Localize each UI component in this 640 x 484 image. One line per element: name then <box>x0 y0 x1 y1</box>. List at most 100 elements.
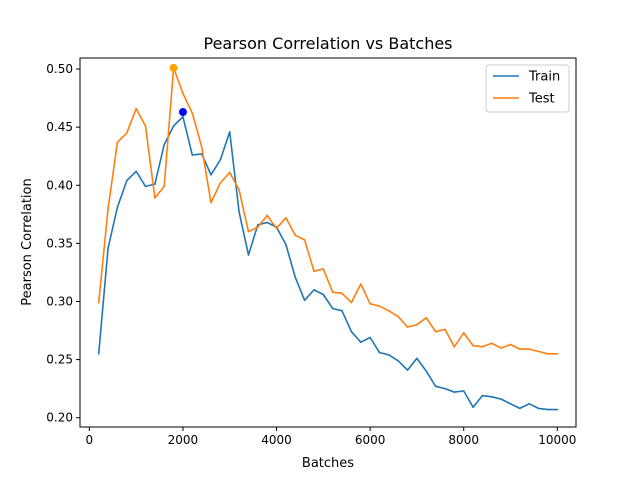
train-data-point <box>378 351 381 354</box>
train-data-point <box>519 407 521 410</box>
test-data-point <box>294 234 297 237</box>
train-data-point <box>350 330 353 333</box>
test-data-point <box>416 323 418 326</box>
legend-test-label: Test <box>528 92 555 107</box>
train-data-point <box>228 131 231 133</box>
train-data-point <box>182 115 184 118</box>
test-data-point <box>481 346 484 348</box>
test-data-point <box>313 270 315 273</box>
train-data-point <box>509 402 512 405</box>
legend-train-label: Train <box>528 70 560 85</box>
test-best-point-marker <box>169 63 178 72</box>
y-tick-label: 0.45 <box>46 120 73 134</box>
train-data-point <box>154 183 156 185</box>
test-data-point <box>388 309 390 312</box>
y-tick-label: 0.30 <box>46 294 73 308</box>
train-data-point <box>247 254 250 256</box>
test-data-point <box>519 348 521 350</box>
legend: Train Test <box>485 64 570 113</box>
train-data-point <box>303 299 306 302</box>
test-data-point <box>350 301 353 304</box>
train-data-point <box>500 398 502 400</box>
chart-title: Pearson Correlation vs Batches <box>203 34 452 53</box>
test-data-point <box>247 230 250 233</box>
test-data-point <box>397 315 399 318</box>
test-data-point <box>182 92 184 95</box>
train-data-point <box>537 407 540 410</box>
train-data-point <box>388 354 390 356</box>
train-data-point <box>331 307 334 310</box>
train-data-point <box>294 276 297 278</box>
test-data-point <box>210 201 212 204</box>
train-data-point <box>528 402 531 405</box>
x-axis-ticks: 0 2000 4000 6000 8000 10000 <box>86 427 576 447</box>
test-data-point <box>163 185 166 188</box>
train-data-point <box>397 359 399 362</box>
train-data-point <box>341 309 343 312</box>
train-data-point <box>556 408 559 411</box>
test-data-point <box>144 125 147 127</box>
test-data-point <box>547 352 549 355</box>
test-data-point <box>341 292 343 295</box>
train-data-point <box>322 293 325 296</box>
plot-content <box>97 63 559 411</box>
test-data-point <box>490 342 493 345</box>
train-data-point <box>107 247 109 249</box>
test-data-point <box>275 227 278 230</box>
test-data-point <box>257 226 259 228</box>
train-data-point <box>219 158 222 161</box>
train-data-point <box>313 289 315 291</box>
test-data-point <box>219 182 222 184</box>
test-data-point <box>191 112 194 115</box>
test-data-point <box>285 217 287 219</box>
test-data-point <box>116 141 119 144</box>
axes-frame <box>79 57 577 428</box>
train-data-point <box>369 336 371 339</box>
test-data-point <box>378 305 381 307</box>
train-data-point <box>238 211 240 213</box>
x-tick-label: 2000 <box>168 433 199 447</box>
test-data-point <box>97 301 100 304</box>
test-data-point <box>228 171 231 174</box>
test-data-point <box>107 207 109 210</box>
test-data-point <box>331 291 334 293</box>
test-data-point <box>369 303 371 305</box>
y-tick-label: 0.35 <box>46 236 73 250</box>
y-tick-label: 0.40 <box>46 178 73 192</box>
test-data-point <box>125 132 128 134</box>
train-data-point <box>472 406 474 409</box>
x-tick-label: 4000 <box>261 433 292 447</box>
train-data-point <box>135 170 137 173</box>
x-tick-label: 10000 <box>538 433 576 447</box>
y-tick-label: 0.20 <box>46 411 73 425</box>
train-data-point <box>406 369 409 371</box>
y-axis-label: Pearson Correlation <box>20 178 35 305</box>
y-axis-ticks: 0.20 0.25 0.30 0.35 0.40 0.45 0.50 <box>46 62 80 425</box>
train-data-point <box>434 385 437 388</box>
test-data-point <box>238 189 240 191</box>
train-data-point <box>285 243 287 246</box>
train-data-point <box>266 221 268 224</box>
test-data-point <box>425 316 428 319</box>
train-data-point <box>144 185 147 188</box>
train-data-point <box>172 125 175 127</box>
test-data-point <box>200 146 203 148</box>
train-data-point <box>125 179 128 182</box>
test-data-point <box>556 352 559 355</box>
x-tick-label: 6000 <box>355 433 386 447</box>
x-tick-label: 0 <box>86 433 94 447</box>
test-data-point <box>154 197 156 199</box>
test-data-point <box>359 283 362 285</box>
train-data-point <box>444 387 446 390</box>
test-data-point <box>509 343 512 346</box>
test-data-point <box>135 107 137 110</box>
train-data-point <box>97 352 100 355</box>
train-data-point <box>462 390 465 392</box>
test-data-point <box>528 348 531 350</box>
test-data-point <box>434 330 437 333</box>
train-data-point <box>116 206 119 209</box>
y-tick-label: 0.50 <box>46 62 73 76</box>
test-data-point <box>453 346 456 348</box>
